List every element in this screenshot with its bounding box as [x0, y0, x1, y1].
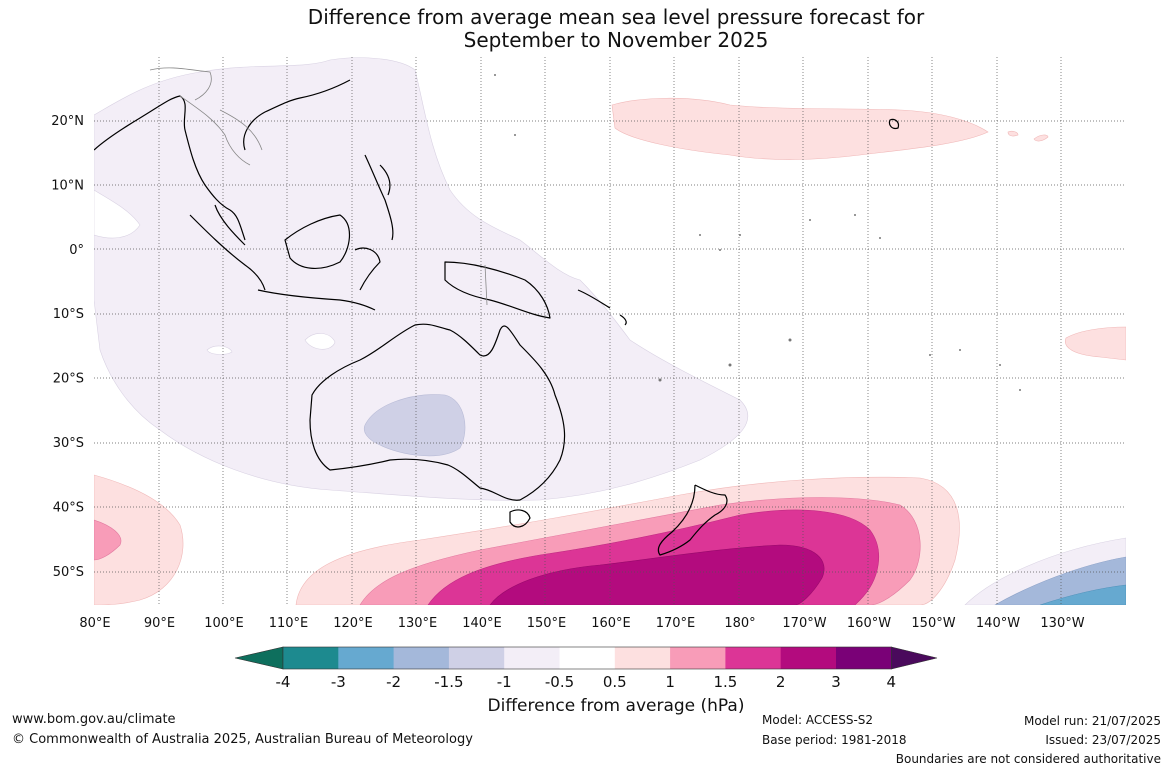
- lat-label: 50°S: [53, 565, 84, 580]
- contour-central-australia: [363, 394, 466, 457]
- colorbar-swatch: [836, 647, 892, 669]
- model-text: Model: ACCESS-S2: [762, 713, 874, 727]
- contour-north-pacific: [611, 97, 989, 160]
- colorbar-tick-label: 3: [831, 673, 841, 691]
- colorbar-tick-label: -2: [386, 673, 401, 691]
- lat-label: 20°N: [51, 114, 84, 129]
- colorbar-swatch: [448, 647, 505, 669]
- lon-label: 90°E: [144, 616, 175, 631]
- lon-label: 180°: [724, 616, 755, 631]
- colorbar-swatch: [670, 647, 726, 669]
- colorbar-tick-label: -4: [276, 673, 291, 691]
- colorbar-swatch: [283, 647, 339, 669]
- contour-lavender-region: [94, 57, 749, 501]
- lon-label: 130°E: [398, 616, 438, 631]
- copyright-text: © Commonwealth of Australia 2025, Austra…: [12, 732, 473, 747]
- lon-label: 160°W: [847, 616, 891, 631]
- lon-label: 150°W: [911, 616, 955, 631]
- country-borders: [149, 67, 488, 306]
- lat-label: 40°S: [53, 500, 84, 515]
- map-title-line-1: Difference from average mean sea level p…: [307, 5, 925, 29]
- lat-label: 20°S: [53, 372, 84, 387]
- colorbar-extend-low: [234, 646, 284, 670]
- website-link[interactable]: www.bom.gov.au/climate: [12, 712, 176, 727]
- colorbar-tick-label: 0.5: [603, 673, 627, 691]
- map-title-line-2: September to November 2025: [463, 28, 769, 52]
- colorbar: [234, 646, 938, 670]
- colorbar-tick-label: -1.5: [434, 673, 463, 691]
- colorbar-swatch: [725, 647, 782, 669]
- issued-text: Issued: 23/07/2025: [1045, 733, 1161, 747]
- lon-label: 130°W: [1040, 616, 1084, 631]
- lon-label: 80°E: [79, 616, 110, 631]
- disclaimer-text: Boundaries are not considered authoritat…: [895, 752, 1161, 766]
- colorbar-tick-label: 1.5: [713, 673, 737, 691]
- lon-label: 140°W: [976, 616, 1020, 631]
- graticule: [94, 57, 1126, 605]
- colorbar-swatch: [559, 647, 616, 669]
- contour-southwest-indian: [94, 474, 184, 605]
- lat-label: 30°S: [53, 436, 84, 451]
- lon-label: 100°E: [204, 616, 244, 631]
- colorbar-swatch: [338, 647, 395, 669]
- lat-label: 10°N: [51, 178, 84, 193]
- lon-label: 150°E: [527, 616, 567, 631]
- colorbar-tick-label: -1: [497, 673, 512, 691]
- colorbar-label: Difference from average (hPa): [487, 696, 745, 716]
- lon-label: 140°E: [462, 616, 502, 631]
- pacific-islands: [494, 74, 1021, 391]
- colorbar-tick-label: -3: [331, 673, 346, 691]
- lon-label: 170°W: [782, 616, 826, 631]
- colorbar-tick-label: 4: [887, 673, 897, 691]
- map-plot-area: [94, 57, 1126, 605]
- coastlines: [94, 79, 900, 556]
- base-period-text: Base period: 1981-2018: [762, 733, 907, 747]
- lon-label: 110°E: [269, 616, 309, 631]
- contour-southern-band-4: [489, 544, 825, 605]
- lon-label: 120°E: [333, 616, 373, 631]
- colorbar-swatch: [393, 647, 450, 669]
- colorbar-swatch: [504, 647, 560, 669]
- colorbar-tick-label: 2: [776, 673, 786, 691]
- model-run-text: Model run: 21/07/2025: [1023, 714, 1161, 728]
- lat-label: 0°: [69, 243, 84, 258]
- colorbar-swatch: [780, 647, 837, 669]
- lon-label: 170°E: [656, 616, 696, 631]
- colorbar-tick-label: 1: [665, 673, 675, 691]
- lon-label: 160°E: [591, 616, 631, 631]
- colorbar-extend-high: [890, 646, 938, 670]
- colorbar-tick-label: -0.5: [545, 673, 574, 691]
- lat-label: 10°S: [53, 307, 84, 322]
- colorbar-swatch: [614, 647, 671, 669]
